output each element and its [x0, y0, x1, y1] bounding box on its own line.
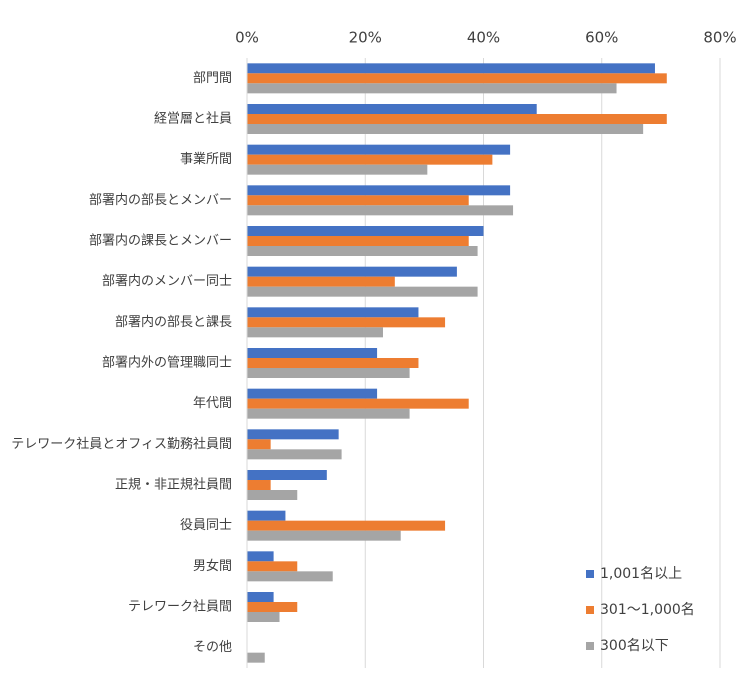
- y-tick-label: 部署内の部長と課長: [115, 314, 232, 330]
- bar: [247, 154, 493, 165]
- bar: [247, 408, 410, 419]
- bar: [247, 592, 274, 602]
- bar: [247, 520, 446, 531]
- bar: [247, 317, 446, 328]
- y-tick-label: 部署内の課長とメンバー: [89, 233, 232, 249]
- bar: [247, 236, 469, 246]
- bar: [247, 144, 511, 155]
- y-tick-label: 部門間: [193, 71, 232, 86]
- y-tick-label: 男女間: [193, 558, 232, 574]
- y-tick-label: 正規・非正規社員間: [115, 477, 232, 493]
- bar: [247, 490, 298, 500]
- bar: [247, 124, 644, 134]
- y-tick-label: 部署内の部長とメンバー: [89, 192, 232, 208]
- bar: [247, 368, 410, 378]
- bar: [247, 388, 378, 399]
- bar: [247, 276, 395, 287]
- y-tick-label: 部署内外の管理職同士: [102, 355, 232, 371]
- bar: [247, 164, 428, 175]
- y-tick-label: 事業所間: [180, 151, 232, 167]
- bar: [247, 652, 265, 663]
- bar: [247, 307, 419, 318]
- bar: [247, 480, 271, 490]
- x-tick-label: 20%: [349, 29, 382, 47]
- bar: [247, 114, 667, 124]
- bar: [247, 195, 469, 206]
- bar: [247, 358, 419, 368]
- bar: [247, 205, 514, 216]
- bar: [247, 185, 511, 196]
- y-tick-label: 部署内のメンバー同士: [102, 273, 232, 289]
- y-tick-label: その他: [193, 640, 232, 655]
- legend-swatch: [586, 570, 594, 578]
- bar: [247, 449, 342, 460]
- bar: [247, 551, 274, 562]
- y-tick-label: テレワーク社員とオフィス勤務社員間: [11, 436, 232, 452]
- bar: [247, 561, 298, 572]
- bar: [247, 266, 457, 277]
- bar: [247, 286, 478, 297]
- bar: [247, 348, 378, 358]
- x-tick-label: 80%: [703, 29, 736, 47]
- y-tick-label: 役員同士: [180, 518, 232, 533]
- x-tick-label: 40%: [467, 29, 500, 47]
- legend-label: 300名以下: [600, 638, 669, 654]
- y-tick-label: 経営層と社員: [154, 111, 232, 127]
- bar: [247, 530, 401, 541]
- bar: [247, 602, 298, 612]
- bar: [247, 327, 383, 338]
- y-tick-label: テレワーク社員間: [128, 599, 232, 615]
- bar: [247, 398, 469, 409]
- x-tick-label: 60%: [585, 29, 618, 47]
- bar: [247, 104, 537, 114]
- bar: [247, 63, 655, 74]
- x-tick-label: 0%: [235, 29, 259, 47]
- legend-label: 1,001名以上: [600, 566, 682, 582]
- bar: [247, 83, 617, 94]
- legend-swatch: [586, 606, 594, 614]
- bar: [247, 246, 478, 256]
- legend-label: 301～1,000名: [600, 602, 695, 618]
- bar: [247, 439, 271, 450]
- bar: [247, 429, 339, 440]
- y-tick-label: 年代間: [193, 396, 232, 411]
- bar: [247, 571, 333, 582]
- bar: [247, 612, 280, 622]
- bar: [247, 470, 327, 480]
- bar: [247, 510, 286, 521]
- bar: [247, 73, 667, 84]
- bar: [247, 226, 484, 236]
- legend-swatch: [586, 642, 594, 650]
